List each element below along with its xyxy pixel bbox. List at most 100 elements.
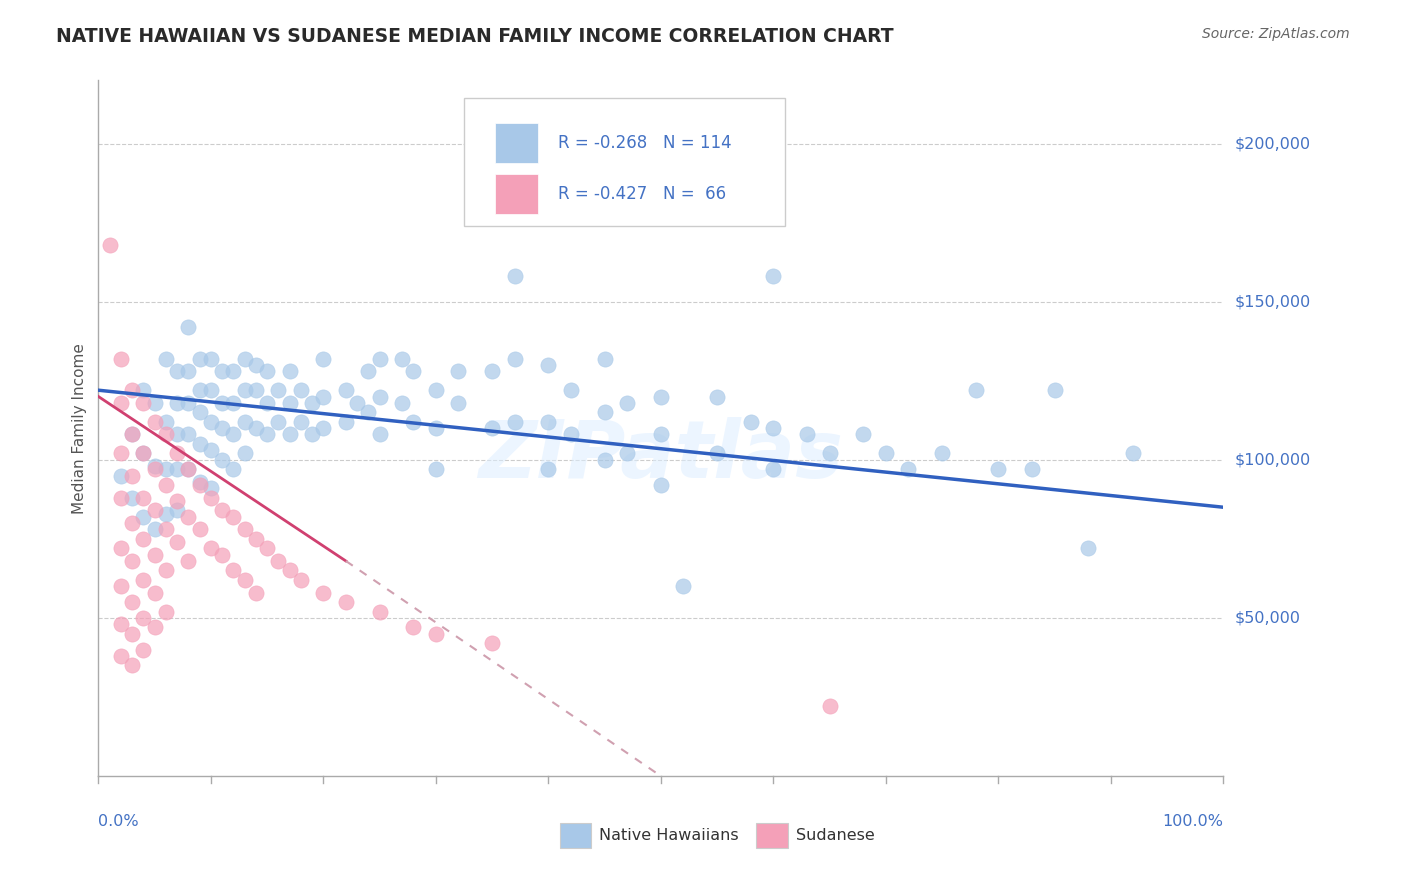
Point <box>897 462 920 476</box>
Point <box>155 522 177 536</box>
Point <box>222 462 245 476</box>
Point <box>312 351 335 366</box>
Point <box>155 478 177 492</box>
Point <box>132 383 155 397</box>
Point <box>211 548 233 562</box>
Text: Source: ZipAtlas.com: Source: ZipAtlas.com <box>1202 27 1350 41</box>
Point <box>301 427 323 442</box>
Point <box>335 595 357 609</box>
Point <box>132 573 155 587</box>
Point <box>121 626 143 640</box>
Point <box>706 390 728 404</box>
Point <box>267 383 290 397</box>
Point <box>425 462 447 476</box>
Point <box>121 427 143 442</box>
Point <box>177 427 200 442</box>
Point <box>278 364 301 378</box>
Point <box>110 579 132 593</box>
Point <box>200 491 222 505</box>
Point <box>211 421 233 435</box>
Point <box>177 396 200 410</box>
Point <box>200 481 222 495</box>
Point <box>155 564 177 578</box>
Point <box>278 427 301 442</box>
Point <box>211 396 233 410</box>
Point <box>110 351 132 366</box>
Point <box>177 364 200 378</box>
Point <box>1043 383 1066 397</box>
Point <box>166 494 188 508</box>
Text: ZIPatlas: ZIPatlas <box>478 417 844 495</box>
Point <box>132 396 155 410</box>
Point <box>875 446 897 460</box>
Point <box>121 554 143 568</box>
Point <box>762 269 785 284</box>
Point <box>188 522 211 536</box>
Point <box>211 364 233 378</box>
Point <box>110 617 132 632</box>
Point <box>278 396 301 410</box>
Point <box>177 509 200 524</box>
Point <box>368 605 391 619</box>
Point <box>593 452 616 467</box>
Point <box>166 462 188 476</box>
Point <box>188 437 211 451</box>
Point <box>290 573 312 587</box>
Point <box>143 396 166 410</box>
Point <box>132 491 155 505</box>
Point <box>132 642 155 657</box>
Point <box>245 421 267 435</box>
Point <box>537 462 560 476</box>
Point <box>222 564 245 578</box>
Point <box>256 427 278 442</box>
Point <box>143 503 166 517</box>
Point <box>143 548 166 562</box>
Point <box>267 554 290 568</box>
Point <box>233 446 256 460</box>
Point <box>233 383 256 397</box>
Point <box>650 478 672 492</box>
FancyBboxPatch shape <box>560 822 591 847</box>
Text: R = -0.427   N =  66: R = -0.427 N = 66 <box>558 185 727 202</box>
Point <box>503 351 526 366</box>
Point <box>301 396 323 410</box>
Point <box>796 427 818 442</box>
Point <box>233 415 256 429</box>
Point <box>965 383 987 397</box>
Text: $200,000: $200,000 <box>1234 136 1310 151</box>
Point <box>537 358 560 372</box>
Text: 0.0%: 0.0% <box>98 814 139 830</box>
Point <box>256 364 278 378</box>
Point <box>616 396 638 410</box>
Point <box>222 364 245 378</box>
Point <box>481 364 503 378</box>
Point <box>98 237 121 252</box>
Point <box>852 427 875 442</box>
Point <box>706 446 728 460</box>
Point <box>166 364 188 378</box>
Point <box>188 383 211 397</box>
Point <box>245 383 267 397</box>
Text: NATIVE HAWAIIAN VS SUDANESE MEDIAN FAMILY INCOME CORRELATION CHART: NATIVE HAWAIIAN VS SUDANESE MEDIAN FAMIL… <box>56 27 894 45</box>
Point <box>357 364 380 378</box>
Point <box>200 351 222 366</box>
Point <box>593 351 616 366</box>
Point <box>391 396 413 410</box>
Point <box>110 541 132 556</box>
Text: Sudanese: Sudanese <box>796 828 875 843</box>
Point <box>155 605 177 619</box>
Point <box>560 427 582 442</box>
Point <box>368 390 391 404</box>
FancyBboxPatch shape <box>495 123 538 163</box>
Point <box>177 320 200 334</box>
Point <box>155 351 177 366</box>
Point <box>650 427 672 442</box>
Text: $100,000: $100,000 <box>1234 452 1310 467</box>
Point <box>177 554 200 568</box>
Y-axis label: Median Family Income: Median Family Income <box>72 343 87 514</box>
Point <box>155 507 177 521</box>
Point <box>1122 446 1144 460</box>
Point <box>132 446 155 460</box>
Point <box>818 446 841 460</box>
Point <box>200 383 222 397</box>
